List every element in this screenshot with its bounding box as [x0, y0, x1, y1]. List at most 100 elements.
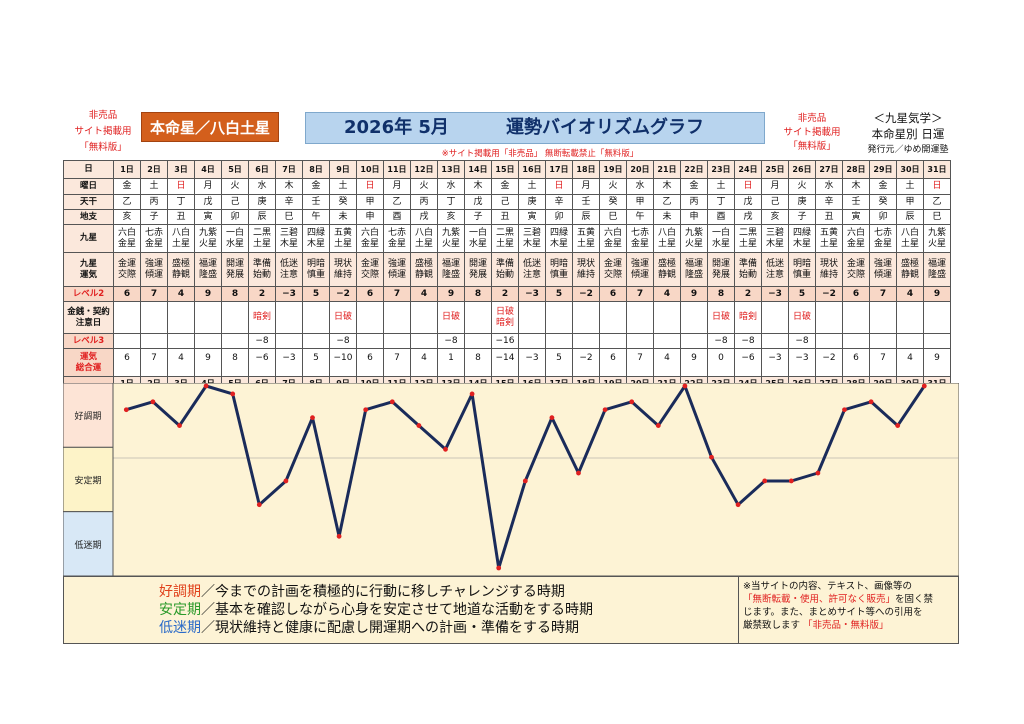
heavenly-stem: 丙 — [149, 196, 159, 207]
day-label: 13日 — [441, 165, 461, 174]
cell: 七赤 金星 — [626, 224, 654, 253]
fortune-word: 開運 — [468, 258, 487, 269]
level2-value: 2 — [501, 288, 509, 299]
cell: 現状 維持 — [815, 252, 843, 287]
weekday: 木 — [662, 181, 672, 191]
cell: 13日 — [437, 160, 465, 179]
fortune-word: 静観 — [171, 269, 190, 280]
kyusei-star: 一白 — [711, 227, 730, 238]
earthly-branch: 巳 — [932, 211, 942, 222]
day-label: 9日 — [336, 165, 350, 174]
cell: 壬 — [842, 194, 870, 210]
cell: 福運 隆盛 — [680, 252, 708, 287]
cell — [815, 301, 843, 334]
cell: 1日 — [113, 160, 141, 179]
day-label: 2日 — [147, 165, 161, 174]
cell — [167, 333, 195, 349]
cell: 4 — [653, 286, 681, 302]
heavenly-stem: 乙 — [932, 196, 942, 207]
cell: 八白 土星 — [896, 224, 924, 253]
cell: 辛 — [545, 194, 573, 210]
cell: 7 — [140, 348, 168, 377]
earthly-branch: 巳 — [608, 211, 618, 222]
cell: 現状 維持 — [329, 252, 357, 287]
level2-value: −3 — [768, 288, 782, 299]
day-label: 6日 — [255, 165, 269, 174]
cell: 月 — [194, 178, 222, 195]
earthly-branch: 戌 — [743, 211, 753, 222]
data-point — [283, 478, 289, 484]
cell: 丙 — [680, 194, 708, 210]
cell — [869, 301, 897, 334]
fortune-word: 始動 — [495, 269, 514, 280]
weekday: 土 — [527, 181, 537, 191]
day-label: 23日 — [711, 165, 731, 174]
cell: 巳 — [923, 209, 951, 225]
total-value: −6 — [741, 353, 755, 363]
cell — [302, 301, 330, 334]
fortune-word: 隆盛 — [684, 269, 703, 280]
fortune-word: 福運 — [927, 258, 946, 269]
cell: 火 — [410, 178, 438, 195]
data-point — [762, 478, 768, 484]
cell: 18日 — [572, 160, 600, 179]
total-value: 9 — [691, 353, 697, 363]
earthly-branch: 酉 — [392, 211, 402, 222]
cell: 31日 — [923, 160, 951, 179]
cell: −3 — [275, 286, 303, 302]
kyusei-star: 金星 — [387, 238, 406, 249]
cell: 己 — [491, 194, 519, 210]
cell: 卯 — [545, 209, 573, 225]
day-label: 21日 — [657, 165, 677, 174]
cell: 明暗 慎重 — [545, 252, 573, 287]
kyusei-star: 五黄 — [333, 227, 352, 238]
level2-value: 9 — [690, 288, 698, 299]
cell: 7 — [869, 348, 897, 377]
kyusei-star: 八白 — [657, 227, 676, 238]
weekday: 土 — [716, 181, 726, 191]
cell: 金 — [113, 178, 141, 195]
band-label: 安定期 — [74, 475, 101, 487]
earthly-branch: 戌 — [419, 211, 429, 222]
kyusei-star: 土星 — [252, 238, 271, 249]
fortune-word: 低迷 — [765, 258, 784, 269]
cell: 5 — [545, 286, 573, 302]
fortune-word: 低迷 — [279, 258, 298, 269]
weekday: 金 — [500, 181, 510, 191]
right-free-note: 非売品 サイト掲載用 「無料版」 — [770, 112, 854, 154]
cell — [194, 333, 222, 349]
data-point — [123, 407, 129, 413]
data-point — [655, 423, 661, 428]
cell — [896, 301, 924, 334]
kyusei-star: 土星 — [333, 238, 352, 249]
cell: −3 — [518, 348, 546, 377]
cell — [923, 333, 951, 349]
level2-value: 7 — [150, 288, 158, 299]
day-label: 22日 — [684, 165, 704, 174]
copyright-notice: ※当サイトの内容、テキスト、画像等の 「無断転載・使用、許可なく販売」を固く禁 … — [739, 576, 959, 644]
cell: 癸 — [329, 194, 357, 210]
cell: 子 — [464, 209, 492, 225]
legend-term: 好調期 — [159, 584, 201, 600]
fortune-word: 明暗 — [549, 258, 568, 269]
copyright-red: 「無断転載・使用、許可なく販売」 — [743, 594, 896, 605]
kyusei-star: 金星 — [144, 238, 163, 249]
cell: 4 — [653, 348, 681, 377]
cell: 22日 — [680, 160, 708, 179]
cell — [626, 333, 654, 349]
cell — [626, 301, 654, 334]
cell: 日破 — [788, 301, 816, 334]
cell — [761, 301, 789, 334]
legend-desc: ／今までの計画を積極的に行動に移しチャレンジする時期 — [201, 584, 565, 600]
row-label: 曜日 — [63, 178, 114, 195]
cell: 5 — [302, 348, 330, 377]
total-value: 5 — [313, 353, 319, 363]
cell: 6 — [113, 348, 141, 377]
cell: 火 — [221, 178, 249, 195]
weekday: 金 — [878, 181, 888, 191]
kyusei-star: 金星 — [603, 238, 622, 249]
day-label: 12日 — [414, 165, 434, 174]
weekday: 土 — [905, 181, 915, 191]
cell: 未 — [653, 209, 681, 225]
cell: 六白 金星 — [842, 224, 870, 253]
